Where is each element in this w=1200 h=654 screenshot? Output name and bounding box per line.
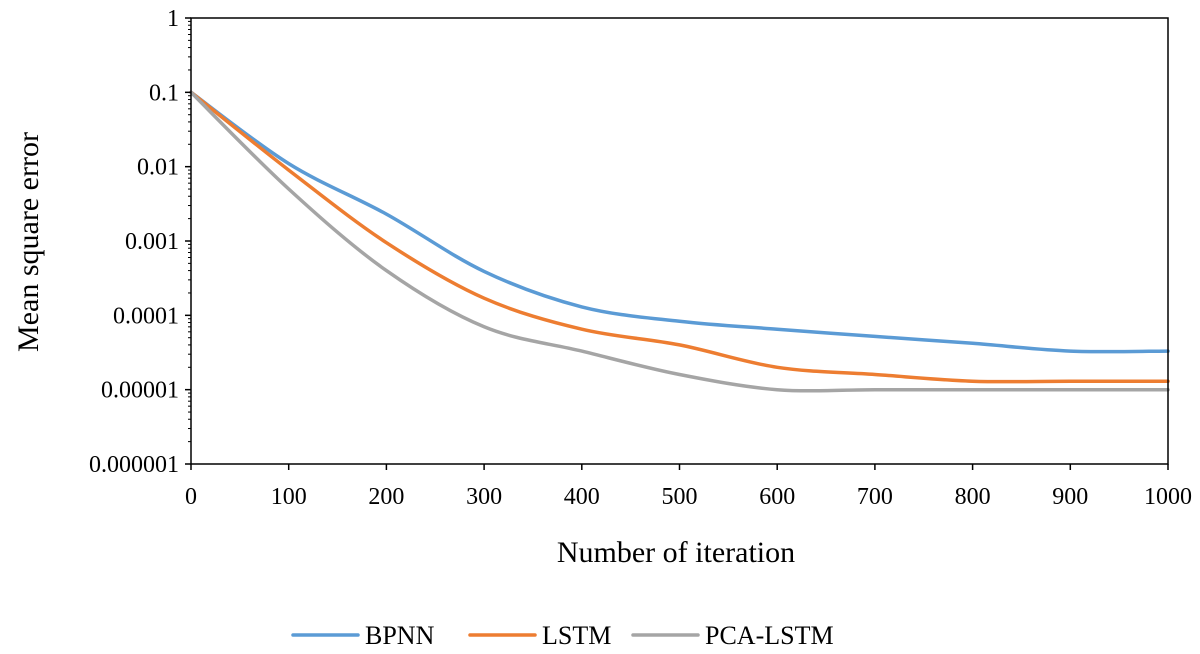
- series-layer: [189, 90, 1170, 393]
- series-line-lstm: [189, 90, 1170, 384]
- legend-label-lstm: LSTM: [542, 621, 611, 650]
- y-tick-label: 0.000001: [89, 452, 179, 478]
- legend-label-pca-lstm: PCA-LSTM: [705, 621, 834, 650]
- legend-label-bpnn: BPNN: [365, 621, 435, 650]
- x-tick-label: 200: [368, 484, 404, 510]
- series-line-pca-lstm: [189, 90, 1170, 393]
- x-axis-title: Number of iteration: [557, 536, 795, 569]
- y-axis-title: Mean square error: [12, 132, 45, 352]
- x-tick-label: 800: [955, 484, 991, 510]
- x-tick-label: 700: [857, 484, 893, 510]
- x-tick-label: 300: [466, 484, 502, 510]
- x-tick-label: 1000: [1144, 484, 1192, 510]
- x-tick-label: 500: [662, 484, 698, 510]
- x-tick-label: 0: [185, 484, 197, 510]
- y-tick-label: 0.01: [137, 155, 179, 181]
- x-tick-label: 900: [1052, 484, 1088, 510]
- series-line-bpnn: [189, 90, 1170, 354]
- legend: BPNN LSTM PCA-LSTM: [291, 621, 834, 650]
- x-tick-label: 400: [564, 484, 600, 510]
- y-tick-label: 0.001: [125, 229, 179, 255]
- x-tick-label: 100: [271, 484, 307, 510]
- plot-frame: [190, 17, 1169, 465]
- x-tick-label: 600: [759, 484, 795, 510]
- y-tick-label: 1: [167, 6, 179, 32]
- y-tick-label: 0.00001: [101, 378, 179, 404]
- y-tick-label: 0.1: [149, 80, 179, 106]
- y-tick-label: 0.0001: [113, 303, 179, 329]
